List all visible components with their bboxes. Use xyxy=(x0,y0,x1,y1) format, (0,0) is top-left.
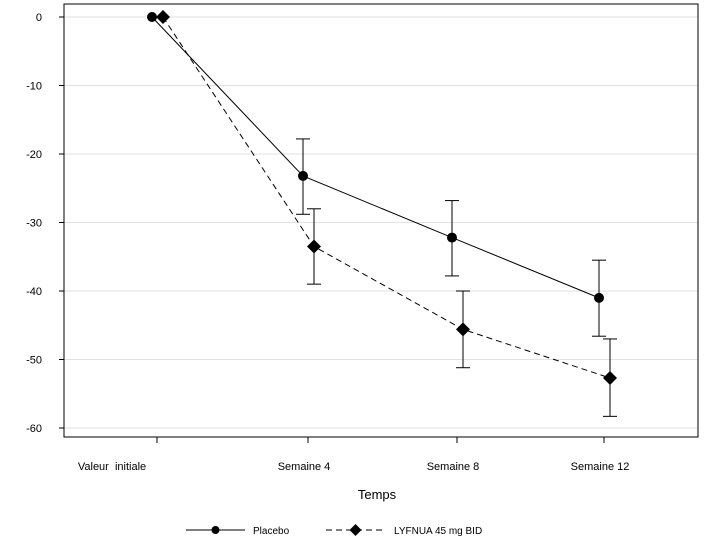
x-axis-title: Temps xyxy=(358,487,397,502)
data-point-circle xyxy=(147,12,157,22)
y-tick-label: -20 xyxy=(26,149,42,161)
data-point-circle xyxy=(447,232,457,243)
data-point-circle xyxy=(594,292,604,303)
y-tick-label: -50 xyxy=(26,355,42,367)
data-point-diamond xyxy=(307,239,321,254)
y-tick-label: 0 xyxy=(36,12,42,24)
legend-label: LYFNUA 45 mg BID xyxy=(394,526,482,537)
data-point-circle xyxy=(298,170,308,181)
legend: Placebo LYFNUA 45 mg BID xyxy=(186,524,482,537)
y-tick-label: -40 xyxy=(26,286,42,298)
y-tick-label: -10 xyxy=(26,81,42,93)
data-point-diamond xyxy=(456,322,470,337)
x-tick-label: Semaine 4 xyxy=(278,461,331,473)
axes: 0 -10 -20 -30 -40 -50 -60 Valeur initiale Semain… xyxy=(26,12,629,473)
data-series xyxy=(147,10,617,417)
x-tick-label: Valeur initiale xyxy=(78,461,146,473)
series-line-placebo xyxy=(151,16,600,299)
legend-marker-diamond xyxy=(349,524,362,536)
legend-label: Placebo xyxy=(253,526,290,537)
series-line-lyfnua xyxy=(162,16,611,379)
grid-lines xyxy=(64,16,698,429)
x-tick-label: Semaine 12 xyxy=(571,461,630,473)
data-point-diamond xyxy=(156,10,170,24)
y-tick-label: -30 xyxy=(26,218,42,230)
x-tick-label: Semaine 8 xyxy=(427,461,480,473)
data-point-diamond xyxy=(603,370,617,385)
plot-area-frame xyxy=(63,3,699,438)
legend-marker-circle xyxy=(211,526,220,534)
y-tick-label: -60 xyxy=(26,423,42,435)
